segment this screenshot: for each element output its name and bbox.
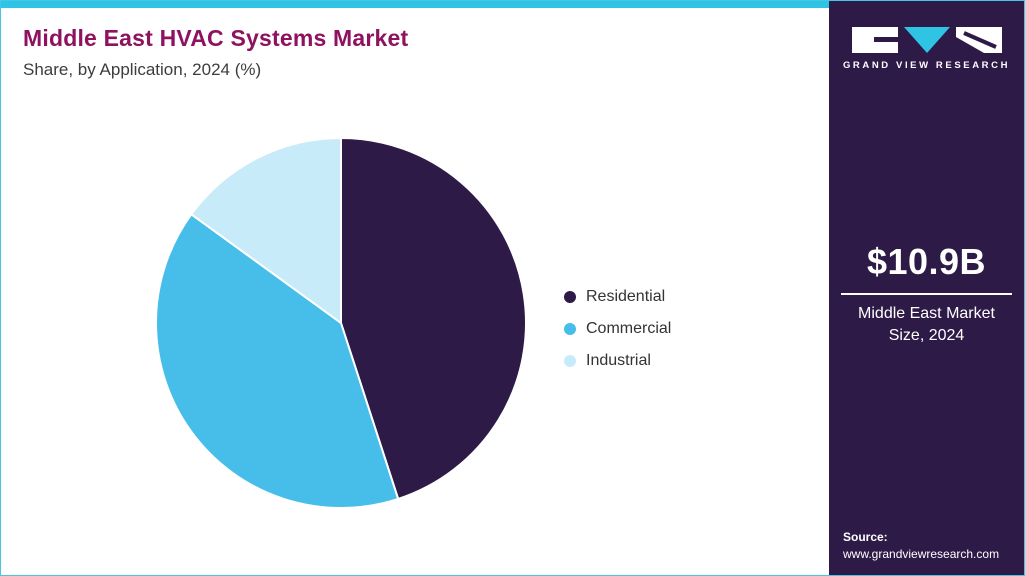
legend-label-industrial: Industrial <box>586 352 651 369</box>
sidebar: GRAND VIEW RESEARCH $10.9B Middle East M… <box>829 1 1024 575</box>
legend-dot-residential <box>564 291 576 303</box>
legend-item-industrial: Industrial <box>564 352 671 370</box>
legend: Residential Commercial Industrial <box>564 288 671 370</box>
market-size-block: $10.9B Middle East Market Size, 2024 <box>841 241 1012 346</box>
market-size-label: Middle East Market Size, 2024 <box>858 305 995 344</box>
legend-dot-commercial <box>564 323 576 335</box>
accent-top-bar <box>1 1 831 8</box>
source-block: Source: www.grandviewresearch.com <box>843 530 1014 561</box>
legend-dot-industrial <box>564 355 576 367</box>
pie-chart <box>146 128 536 518</box>
pie-chart-svg <box>155 136 527 509</box>
legend-label-commercial: Commercial <box>586 320 672 337</box>
grand-view-research-logo: GRAND VIEW RESEARCH <box>829 27 1024 71</box>
pie-slice-residential <box>340 136 527 501</box>
chart-header: Middle East HVAC Systems Market Share, b… <box>23 25 583 80</box>
gvr-logo-icon <box>851 27 1002 53</box>
legend-item-commercial: Commercial <box>564 320 671 338</box>
source-url: www.grandviewresearch.com <box>843 547 1000 561</box>
market-size-value: $10.9B <box>866 241 987 282</box>
pie-slice-industrial <box>189 136 342 325</box>
legend-item-residential: Residential <box>564 288 671 306</box>
source-label: Source: <box>843 530 888 544</box>
logo-text: GRAND VIEW RESEARCH <box>842 60 1011 71</box>
page-subtitle: Share, by Application, 2024 (%) <box>23 60 262 79</box>
pie-slice-commercial <box>155 212 400 509</box>
market-size-divider <box>841 293 1012 295</box>
page-title: Middle East HVAC Systems Market <box>23 25 409 51</box>
legend-label-residential: Residential <box>586 288 666 305</box>
